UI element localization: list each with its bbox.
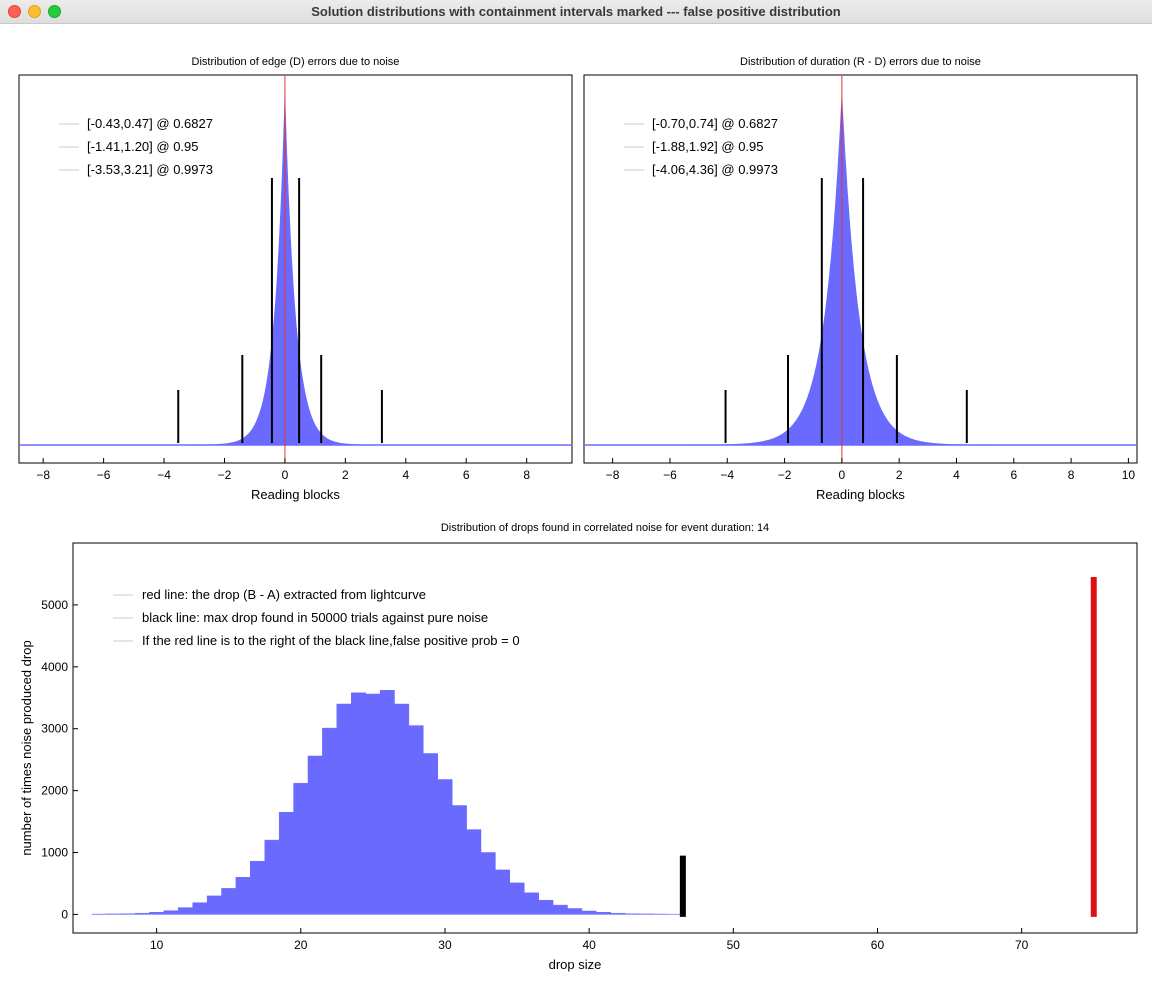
- maximize-window-button[interactable]: [48, 5, 61, 18]
- y-tick-label: 4000: [41, 660, 68, 674]
- minimize-window-button[interactable]: [28, 5, 41, 18]
- x-tick-label: −4: [720, 468, 734, 482]
- x-tick-label: 8: [523, 468, 530, 482]
- y-axis-label: number of times noise produced drop: [19, 640, 34, 855]
- close-window-button[interactable]: [8, 5, 21, 18]
- x-tick-label: 2: [342, 468, 349, 482]
- x-tick-label: −2: [218, 468, 232, 482]
- drop-distribution-chart: Distribution of drops found in correlate…: [19, 522, 1138, 972]
- legend-entry: [-1.41,1.20] @ 0.95: [87, 139, 199, 154]
- histogram-area: [584, 94, 1137, 446]
- y-tick-label: 2000: [41, 784, 68, 798]
- x-axis-label: drop size: [549, 957, 602, 972]
- y-tick-label: 1000: [41, 846, 68, 860]
- x-tick-label: 4: [953, 468, 960, 482]
- x-tick-label: −4: [157, 468, 171, 482]
- x-tick-label: −6: [663, 468, 677, 482]
- window-title: Solution distributions with containment …: [311, 4, 841, 19]
- histogram-area: [19, 94, 572, 446]
- x-tick-label: 10: [150, 938, 164, 952]
- legend-entry: [-0.43,0.47] @ 0.6827: [87, 116, 213, 131]
- legend-entry: [-3.53,3.21] @ 0.9973: [87, 162, 213, 177]
- y-tick-label: 3000: [41, 722, 68, 736]
- x-tick-label: −2: [778, 468, 792, 482]
- duration-error-chart: Distribution of duration (R - D) errors …: [583, 56, 1138, 502]
- x-tick-label: 0: [282, 468, 289, 482]
- y-tick-label: 0: [61, 907, 68, 921]
- drop-histogram: [91, 690, 669, 915]
- edge-error-chart: Distribution of edge (D) errors due to n…: [18, 56, 573, 502]
- x-tick-label: 0: [839, 468, 846, 482]
- x-axis-label: Reading blocks: [816, 487, 905, 502]
- x-tick-label: 10: [1122, 468, 1136, 482]
- x-tick-label: 30: [438, 938, 452, 952]
- x-tick-label: 50: [727, 938, 741, 952]
- x-tick-label: −8: [606, 468, 620, 482]
- chart-title: Distribution of edge (D) errors due to n…: [192, 56, 400, 68]
- x-tick-label: 4: [402, 468, 409, 482]
- chart-title: Distribution of duration (R - D) errors …: [740, 56, 981, 68]
- x-tick-label: 40: [582, 938, 596, 952]
- x-tick-label: 2: [896, 468, 903, 482]
- y-tick-label: 5000: [41, 598, 68, 612]
- x-tick-label: 20: [294, 938, 308, 952]
- x-tick-label: 70: [1015, 938, 1029, 952]
- legend-entry: [-0.70,0.74] @ 0.6827: [652, 116, 778, 131]
- legend-entry: [-4.06,4.36] @ 0.9973: [652, 162, 778, 177]
- chart-title: Distribution of drops found in correlate…: [441, 522, 769, 534]
- x-tick-label: −8: [36, 468, 50, 482]
- legend-entry: If the red line is to the right of the b…: [142, 633, 520, 648]
- x-tick-label: 6: [463, 468, 470, 482]
- x-axis-label: Reading blocks: [251, 487, 340, 502]
- legend-entry: [-1.88,1.92] @ 0.95: [652, 139, 764, 154]
- x-tick-label: −6: [97, 468, 111, 482]
- legend-entry: red line: the drop (B - A) extracted fro…: [142, 587, 426, 602]
- x-tick-label: 60: [871, 938, 885, 952]
- title-bar: Solution distributions with containment …: [0, 0, 1152, 24]
- legend-entry: black line: max drop found in 50000 tria…: [142, 610, 488, 625]
- x-tick-label: 6: [1010, 468, 1017, 482]
- x-tick-label: 8: [1068, 468, 1075, 482]
